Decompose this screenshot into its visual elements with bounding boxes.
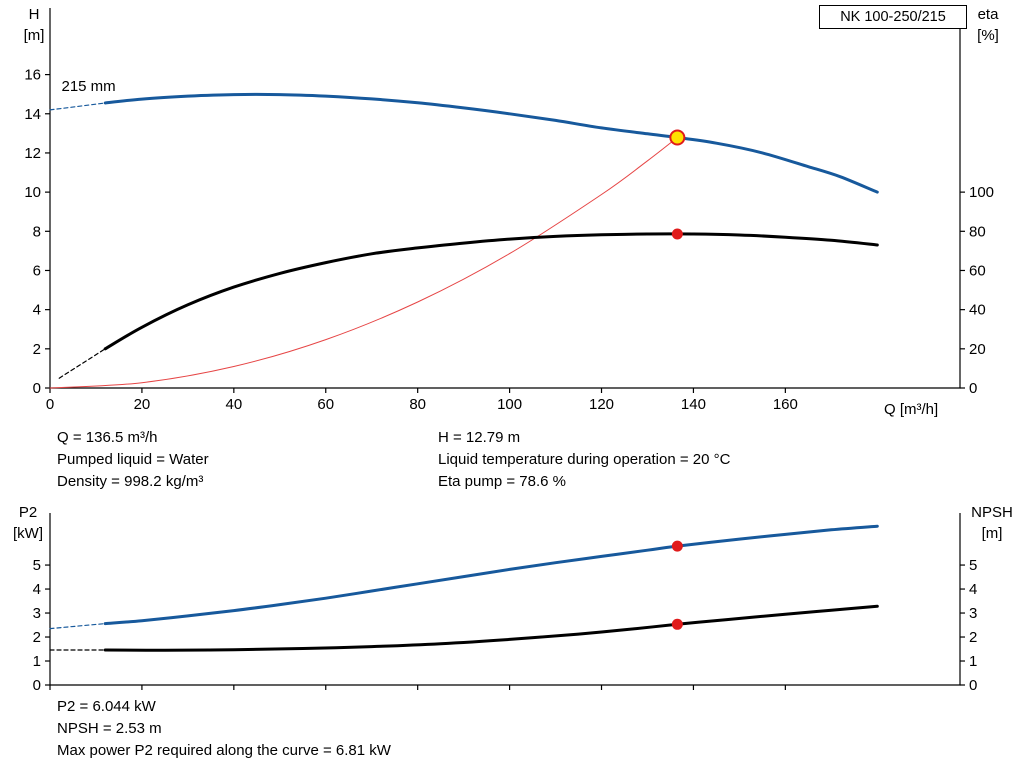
- y-right-tick-label: 4: [969, 581, 977, 598]
- x-tick-label: 100: [497, 396, 522, 413]
- x-tick-label: 160: [773, 396, 798, 413]
- y-right-tick-label: 80: [969, 223, 986, 240]
- y-left-tick-label: 1: [33, 653, 41, 670]
- y-right-tick-label: 100: [969, 184, 994, 201]
- x-tick-label: 60: [317, 396, 334, 413]
- system-curve: [49, 137, 678, 389]
- x-tick-label: 80: [409, 396, 426, 413]
- npsh-axis-label: NPSH [m]: [971, 504, 1013, 542]
- result-density: Density = 998.2 kg/m³: [57, 473, 204, 490]
- y-left-tick-label: 16: [24, 67, 41, 84]
- y-left-tick-label: 2: [33, 341, 41, 358]
- y-left-tick-label: 0: [33, 677, 41, 694]
- results-block-bottom: P2 = 6.044 kW NPSH = 2.53 m Max power P2…: [57, 696, 391, 762]
- eta-curve-leadin: [58, 348, 106, 379]
- result-eta-pump: Eta pump = 78.6 %: [438, 473, 566, 490]
- npsh-curve: [103, 604, 879, 652]
- result-flow: Q = 136.5 m³/h: [57, 429, 158, 446]
- result-npsh: NPSH = 2.53 m: [57, 720, 162, 737]
- eta-duty-point: [671, 228, 683, 240]
- y-right-tick-label: 60: [969, 262, 986, 279]
- y-left-tick-label: 0: [33, 380, 41, 397]
- y-left-tick-label: 8: [33, 223, 41, 240]
- result-max-power: Max power P2 required along the curve = …: [57, 742, 391, 759]
- y-left-tick-label: 12: [24, 145, 41, 162]
- p2-curve-leadin: [49, 623, 106, 630]
- y-left-tick-label: 10: [24, 184, 41, 201]
- axis-frame: [49, 513, 961, 686]
- y-left-tick-label: 6: [33, 262, 41, 279]
- h-axis-label: H [m]: [23, 6, 45, 44]
- p2-curve: [103, 524, 879, 626]
- y-left-tick-label: 5: [33, 557, 41, 574]
- curve-size-label: 215 mm: [61, 78, 115, 95]
- result-pumped-liquid: Pumped liquid = Water: [57, 451, 209, 468]
- y-right-tick-label: 1: [969, 653, 977, 670]
- pump-model-badge: NK 100-250/215: [819, 5, 967, 29]
- y-right-tick-label: 20: [969, 341, 986, 358]
- y-right-tick-label: 0: [969, 677, 977, 694]
- x-tick-label: 40: [225, 396, 242, 413]
- y-left-tick-label: 4: [33, 581, 41, 598]
- result-p2: P2 = 6.044 kW: [57, 698, 156, 715]
- y-left-tick-label: 4: [33, 302, 41, 319]
- p2-npsh-chart-svg: 0 1 2 3 4 5 0 1 2 3 4 5: [33, 513, 977, 694]
- eta-axis-label: eta [%]: [977, 6, 999, 44]
- y-right-tick-label: 40: [969, 302, 986, 319]
- results-column-right: H = 12.79 m Liquid temperature during op…: [438, 427, 730, 493]
- p2-axis-label: P2 [kW]: [13, 504, 43, 542]
- y-right-tick-label: 0: [969, 380, 977, 397]
- eta-curve: [103, 232, 879, 351]
- head-curve-leadin: [49, 102, 106, 111]
- p2-duty-point: [671, 540, 683, 552]
- y-left-tick-label: 2: [33, 629, 41, 646]
- axis-frame: [49, 8, 961, 389]
- result-liquid-temperature: Liquid temperature during operation = 20…: [438, 451, 731, 468]
- x-tick-label: 120: [589, 396, 614, 413]
- x-tick-label: 20: [134, 396, 151, 413]
- x-tick-label: 140: [681, 396, 706, 413]
- result-head: H = 12.79 m: [438, 429, 521, 446]
- npsh-duty-point: [671, 618, 683, 630]
- duty-point: [669, 129, 686, 146]
- y-left-tick-label: 14: [24, 106, 41, 123]
- y-right-tick-label: 3: [969, 605, 977, 622]
- y-right-tick-label: 2: [969, 629, 977, 646]
- x-tick-label: 0: [46, 396, 54, 413]
- q-axis-label: Q [m³/h]: [884, 401, 939, 418]
- results-column-left: Q = 136.5 m³/h Pumped liquid = Water Den…: [57, 427, 209, 493]
- y-right-tick-label: 5: [969, 557, 977, 574]
- head-curve-215mm: [103, 92, 879, 194]
- y-left-tick-label: 3: [33, 605, 41, 622]
